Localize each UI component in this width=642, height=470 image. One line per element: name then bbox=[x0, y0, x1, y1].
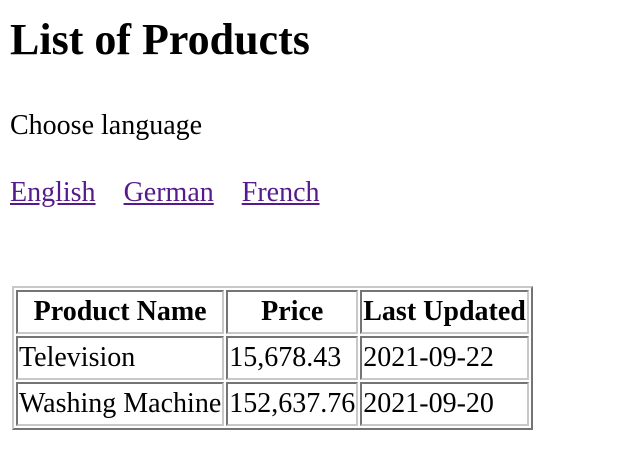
products-table: Product Name Price Last Updated Televisi… bbox=[12, 286, 533, 430]
cell-product-name: Washing Machine bbox=[16, 382, 225, 426]
page-title: List of Products bbox=[10, 15, 310, 64]
table-row: Washing Machine 152,637.76 2021-09-20 bbox=[16, 382, 529, 426]
language-link-german[interactable]: German bbox=[123, 177, 214, 208]
choose-language-label: Choose language bbox=[10, 110, 203, 141]
table-row: Television 15,678.43 2021-09-22 bbox=[16, 336, 529, 380]
column-header-price: Price bbox=[226, 290, 359, 334]
language-link-french[interactable]: French bbox=[241, 177, 320, 208]
cell-price: 15,678.43 bbox=[226, 336, 359, 380]
table-header-row: Product Name Price Last Updated bbox=[16, 290, 529, 334]
cell-price: 152,637.76 bbox=[226, 382, 359, 426]
cell-last-updated: 2021-09-22 bbox=[360, 336, 529, 380]
language-link-english[interactable]: English bbox=[10, 177, 96, 208]
column-header-last-updated: Last Updated bbox=[360, 290, 529, 334]
language-links: English German French bbox=[10, 175, 348, 211]
cell-last-updated: 2021-09-20 bbox=[360, 382, 529, 426]
column-header-product-name: Product Name bbox=[16, 290, 225, 334]
cell-product-name: Television bbox=[16, 336, 225, 380]
